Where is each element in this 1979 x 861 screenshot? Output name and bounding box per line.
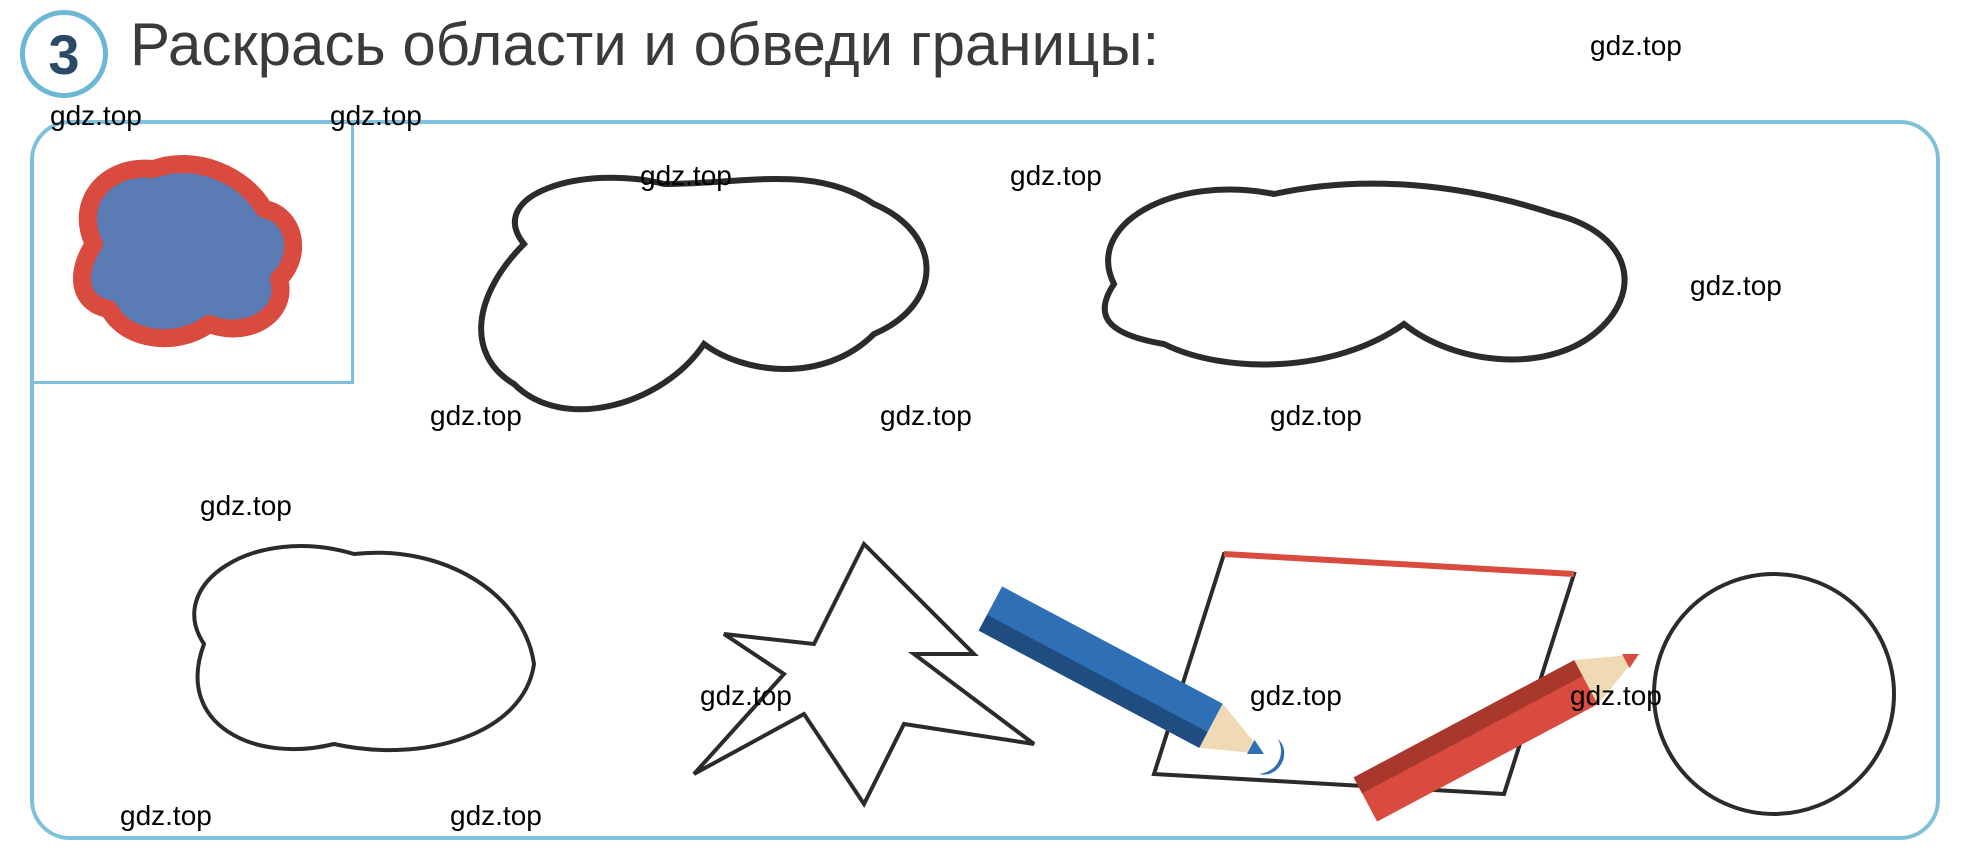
watermark-text: gdz.top [1590,30,1682,62]
watermark-text: gdz.top [880,400,972,432]
watermark-text: gdz.top [330,100,422,132]
watermark-text: gdz.top [640,160,732,192]
watermark-text: gdz.top [50,100,142,132]
watermark-text: gdz.top [1010,160,1102,192]
watermark-text: gdz.top [700,680,792,712]
task-title: Раскрась области и обведи границы: [130,10,1159,79]
task-number-circle: 3 [20,10,108,98]
watermark-text: gdz.top [450,800,542,832]
watermark-text: gdz.top [1250,680,1342,712]
watermark-text: gdz.top [120,800,212,832]
watermark-text: gdz.top [200,490,292,522]
watermark-text: gdz.top [1270,400,1362,432]
watermark-text: gdz.top [1690,270,1782,302]
task-number-text: 3 [48,22,79,87]
exercise-panel [30,120,1940,840]
watermark-text: gdz.top [430,400,522,432]
watermark-text: gdz.top [1570,680,1662,712]
circle-shape [34,124,1936,836]
